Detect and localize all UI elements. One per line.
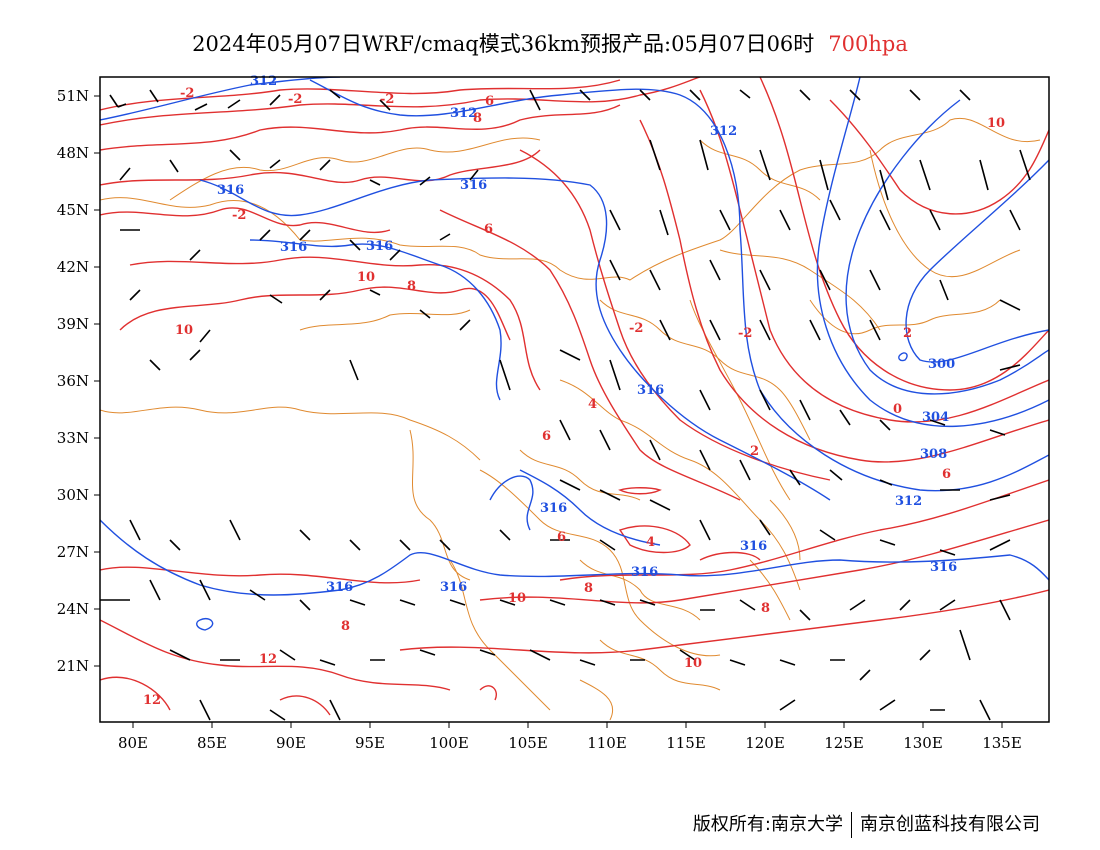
x-tick-label: 135E [982, 734, 1022, 752]
height-label: 312 [895, 494, 922, 509]
x-tick-label: 125E [824, 734, 864, 752]
y-tick-label: 33N [57, 429, 89, 447]
height-label: 316 [326, 580, 353, 595]
temperature-label: 6 [485, 94, 494, 109]
company-name: 南京创蓝科技有限公司 [860, 814, 1040, 835]
axis-ticks [94, 95, 1003, 728]
temperature-label: 8 [584, 581, 593, 596]
footer-divider [851, 812, 852, 838]
temperature-label: 6 [484, 222, 493, 237]
height-label: 316 [930, 560, 957, 575]
temperature-label: 8 [473, 111, 482, 126]
temperature-label: 8 [341, 619, 350, 634]
copyright-text: 版权所有:南京大学 [692, 814, 843, 835]
temperature-label: 4 [646, 535, 655, 550]
temperature-label: -2 [288, 92, 302, 107]
x-tick-label: 90E [276, 734, 306, 752]
height-label: 316 [740, 539, 767, 554]
temperature-label: 12 [143, 693, 161, 708]
height-label: 308 [920, 447, 947, 462]
height-label: 316 [280, 240, 307, 255]
x-tick-label: 130E [903, 734, 943, 752]
x-tick-label: 110E [587, 734, 627, 752]
height-label: 312 [450, 106, 477, 121]
x-tick-label: 95E [355, 734, 385, 752]
height-label: 316 [631, 565, 658, 580]
temperature-label: -2 [380, 92, 394, 107]
height-label: 316 [440, 580, 467, 595]
temperature-label: 8 [761, 601, 770, 616]
y-tick-label: 48N [57, 144, 89, 162]
x-tick-label: 120E [745, 734, 785, 752]
y-axis-labels: 51N 48N 45N 42N 39N 36N 33N 30N 27N 24N … [57, 87, 89, 675]
temperature-label: 10 [987, 116, 1005, 131]
y-tick-label: 27N [57, 543, 89, 561]
temperature-label: 6 [557, 530, 566, 545]
wind-barbs [100, 89, 1031, 721]
height-label: 316 [366, 239, 393, 254]
temperature-label: -2 [232, 208, 246, 223]
temperature-label: 12 [259, 652, 277, 667]
temperature-label: 4 [588, 397, 597, 412]
height-labels: 312 312 312 316 316 316 316 316 316 316 … [217, 74, 957, 595]
y-tick-label: 39N [57, 315, 89, 333]
x-tick-label: 80E [118, 734, 148, 752]
y-tick-label: 21N [57, 657, 89, 675]
temperature-labels: -2 -2 -2 -2 -2 -2 0 2 2 4 4 6 6 6 6 6 8 … [143, 86, 1005, 708]
temperature-label: -2 [738, 326, 752, 341]
temperature-label: 6 [942, 467, 951, 482]
y-tick-label: 42N [57, 258, 89, 276]
temperature-label: 10 [175, 323, 193, 338]
height-label: 316 [637, 383, 664, 398]
border-lines [100, 117, 1041, 721]
x-tick-label: 115E [666, 734, 706, 752]
temperature-label: 10 [508, 591, 526, 606]
x-axis-labels: 80E 85E 90E 95E 100E 105E 110E 115E 120E… [118, 734, 1022, 752]
x-tick-label: 85E [197, 734, 227, 752]
height-label: 312 [710, 124, 737, 139]
height-label: 316 [460, 178, 487, 193]
height-label: 300 [928, 357, 955, 372]
temperature-label: 10 [357, 270, 375, 285]
map-frame [99, 76, 1050, 723]
temperature-label: -2 [629, 321, 643, 336]
x-tick-label: 100E [429, 734, 469, 752]
temperature-label: -2 [180, 86, 194, 101]
temperature-label: 6 [542, 429, 551, 444]
y-tick-label: 36N [57, 372, 89, 390]
height-label: 316 [540, 501, 567, 516]
temperature-label: 8 [407, 279, 416, 294]
x-tick-label: 105E [508, 734, 548, 752]
y-tick-label: 30N [57, 486, 89, 504]
title-text: 2024年05月07日WRF/cmaq模式36km预报产品:05月07日06时 [192, 32, 815, 56]
copyright-footer: 版权所有:南京大学 南京创蓝科技有限公司 [693, 810, 1040, 838]
y-tick-label: 51N [57, 87, 89, 105]
map-title: 2024年05月07日WRF/cmaq模式36km预报产品:05月07日06时 7… [0, 28, 1100, 58]
height-label: 316 [217, 183, 244, 198]
y-tick-label: 45N [57, 201, 89, 219]
height-contours [100, 77, 1049, 631]
temperature-label: 0 [893, 402, 902, 417]
pressure-level-label: 700hpa [828, 32, 908, 56]
temperature-contours [100, 77, 1049, 716]
height-label: 304 [922, 410, 949, 425]
temperature-label: 2 [750, 444, 759, 459]
temperature-label: 10 [684, 656, 702, 671]
y-tick-label: 24N [57, 600, 89, 618]
temperature-label: 2 [903, 326, 912, 341]
